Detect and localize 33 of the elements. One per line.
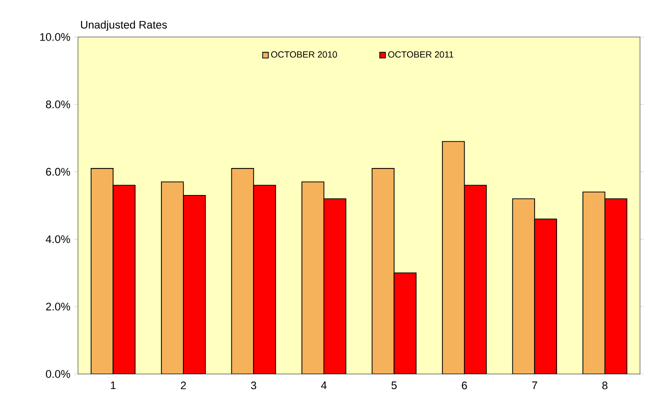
y-tick-label: 0.0% — [46, 370, 70, 378]
y-tick-label: 10.0% — [40, 33, 70, 41]
x-tick-label: 5 — [392, 382, 397, 390]
legend-label: OCTOBER 2011 — [388, 51, 454, 58]
x-tick-label: 6 — [462, 382, 467, 390]
bar — [324, 198, 346, 374]
bar — [582, 192, 606, 374]
bar — [604, 198, 628, 374]
x-tick-label: 8 — [602, 382, 608, 390]
x-tick-label: 4 — [321, 382, 327, 390]
bar — [394, 272, 416, 374]
y-tick-label: 4.0% — [46, 235, 70, 244]
y-tick-label: 6.0% — [46, 168, 70, 176]
bar — [232, 168, 254, 374]
bar — [183, 195, 206, 374]
bar — [91, 168, 114, 374]
bar — [302, 182, 324, 374]
x-tick-label: 7 — [532, 382, 538, 390]
bar — [254, 185, 276, 374]
bar — [372, 168, 394, 374]
x-tick-label: 3 — [251, 382, 256, 390]
y-axis-title: Unadjusted Rates — [81, 20, 167, 31]
y-tick-label: 8.0% — [46, 100, 70, 108]
bar — [113, 185, 136, 374]
bar — [534, 218, 557, 374]
legend-label: OCTOBER 2010 — [271, 51, 337, 58]
bar — [512, 198, 535, 374]
y-tick-label: 2.0% — [46, 302, 70, 310]
x-tick-label: 2 — [180, 382, 186, 390]
x-tick-label: 1 — [110, 382, 116, 390]
bar — [161, 182, 184, 374]
bar — [464, 185, 486, 374]
bar — [442, 141, 464, 374]
